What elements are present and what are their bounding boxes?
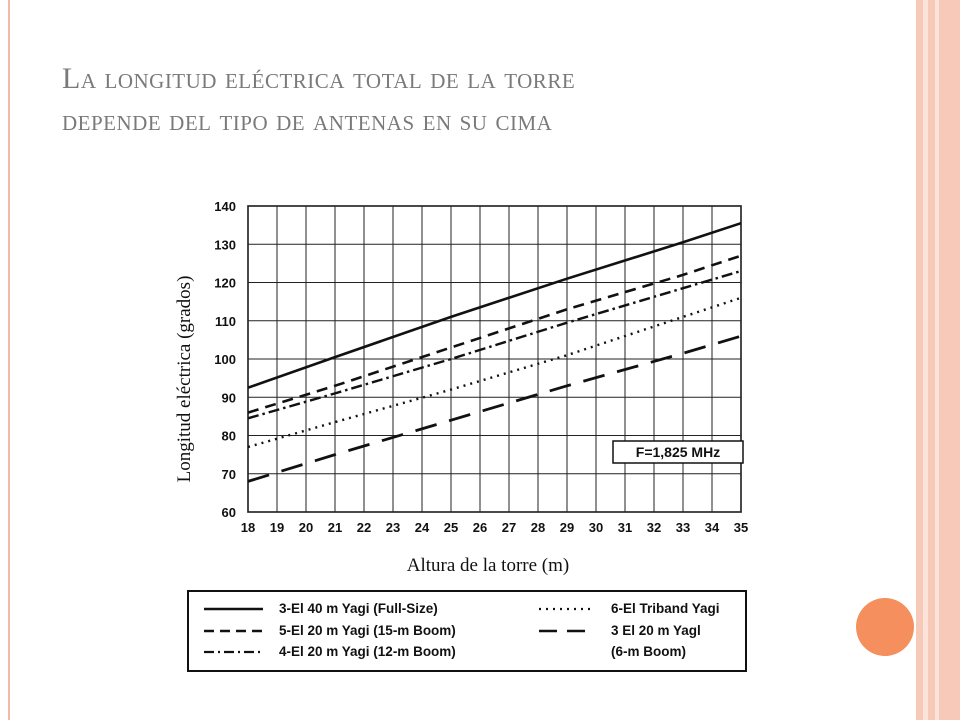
title-line-1: La longitud eléctrica total de la torre [62,62,576,95]
y-tick-label: 120 [214,276,236,291]
x-tick-label: 29 [560,520,574,535]
legend-entry-3: 4-El 20 m Yagi (12-m Boom) [279,644,456,659]
legend-box [187,590,747,672]
y-tick-label: 80 [222,429,236,444]
series-line-dashed [247,254,742,414]
legend-entry-4: 6-El Triband Yagi [611,601,720,616]
y-tick-label: 90 [222,390,236,405]
left-border-line [8,0,10,720]
right-decorative-bands [916,0,960,720]
x-tick-label: 35 [734,520,748,535]
x-tick-label: 21 [328,520,342,535]
x-tick-label: 27 [502,520,516,535]
legend-entry-5-line1: 3 El 20 m Yagl [611,623,701,638]
x-tick-label: 24 [415,520,430,535]
x-tick-label: 20 [299,520,313,535]
y-axis-label: Longitud eléctrica (grados) [174,276,195,483]
x-tick-label: 23 [386,520,400,535]
y-tick-label: 70 [222,467,236,482]
y-tick-label: 140 [214,199,236,214]
x-tick-label: 26 [473,520,487,535]
y-tick-label: 60 [222,505,236,520]
x-tick-label: 19 [270,520,284,535]
frequency-annotation-box [612,440,744,464]
x-tick-label: 33 [676,520,690,535]
x-tick-label: 18 [241,520,255,535]
series-line-solid [247,221,742,389]
x-tick-label: 34 [705,520,720,535]
legend: 3-El 40 m Yagi (Full-Size) 5-El 20 m Yag… [187,590,747,672]
y-tick-label: 100 [214,352,236,367]
legend-entry-1: 3-El 40 m Yagi (Full-Size) [279,601,438,616]
series-line-long-dash [247,334,742,483]
y-tick-label: 130 [214,237,236,252]
series-line-dash-dot [247,269,742,420]
slide-title: La longitud eléctrica total de la torre … [62,58,862,142]
x-tick-label: 32 [647,520,661,535]
chart-series [247,221,742,483]
legend-entry-5-line2: (6-m Boom) [611,644,686,659]
chart-ticks: 18 19 20 21 22 23 24 25 26 27 28 29 30 31 32 33 34 35 60 70… [214,199,748,535]
x-tick-label: 30 [589,520,603,535]
legend-entry-2: 5-El 20 m Yagi (15-m Boom) [279,623,456,638]
x-tick-label: 25 [444,520,458,535]
y-tick-label: 110 [215,314,236,329]
x-tick-label: 31 [618,520,632,535]
frequency-annotation: F=1,825 MHz [636,444,720,460]
title-line-2: depende del tipo de antenas en su cima [62,104,553,137]
x-tick-label: 28 [531,520,545,535]
orange-circle-decoration [856,598,914,656]
x-axis-label: Altura de la torre (m) [407,555,569,576]
x-tick-label: 22 [357,520,371,535]
